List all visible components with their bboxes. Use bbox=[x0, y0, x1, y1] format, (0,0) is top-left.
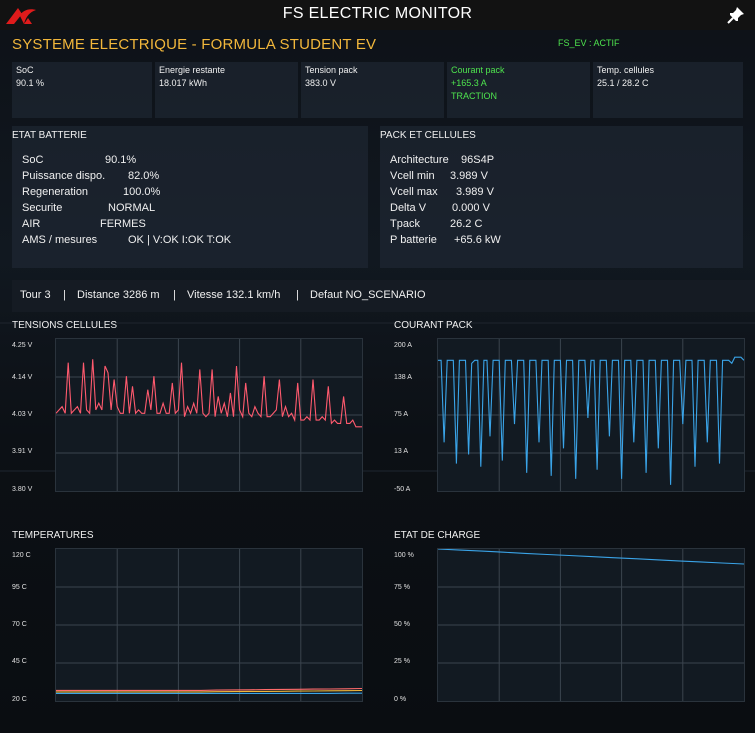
series-line-0 bbox=[56, 359, 362, 428]
metric-pack-current: Courant pack +165.3 A TRACTION bbox=[447, 62, 590, 118]
metric-label: Energie restante bbox=[159, 65, 226, 75]
y-tick: 13 A bbox=[394, 448, 409, 455]
chart-svg bbox=[438, 339, 744, 491]
metric-value: 383.0 V bbox=[305, 78, 337, 88]
temperatures-chart bbox=[55, 548, 363, 702]
metric-label: Temp. cellules bbox=[597, 65, 655, 75]
chart-svg bbox=[56, 549, 362, 701]
y-tick: 95 C bbox=[12, 584, 27, 591]
y-tick: 3.91 V bbox=[12, 448, 33, 455]
metric-pack-voltage: Tension pack 383.0 V bbox=[301, 62, 444, 118]
y-tick: 4.25 V bbox=[12, 342, 33, 349]
metric-cell-temp: Temp. cellules 25.1 / 28.2 C bbox=[593, 62, 743, 118]
chart-title-cell-voltage: TENSIONS CELLULES bbox=[12, 320, 118, 331]
battery-value: 82.0% bbox=[128, 170, 160, 182]
panel-title: PACK ET CELLULES bbox=[380, 130, 476, 141]
separator: | bbox=[296, 289, 299, 301]
panel-title: ETAT BATTERIE bbox=[12, 130, 87, 141]
battery-label: AMS / mesures bbox=[22, 234, 98, 246]
pack-label: Tpack bbox=[390, 218, 420, 230]
y-tick: 0 % bbox=[394, 696, 407, 703]
pack-label: Delta V bbox=[390, 202, 427, 214]
window-title: FS ELECTRIC MONITOR bbox=[282, 5, 473, 22]
lap-number: Tour 3 bbox=[20, 289, 51, 301]
pack-value: 96S4P bbox=[461, 154, 495, 166]
pack-label: Architecture bbox=[390, 154, 449, 166]
metric-value: 25.1 / 28.2 C bbox=[597, 78, 649, 88]
battery-value: 90.1% bbox=[105, 154, 137, 166]
lap-info-bar: Tour 3 | Distance 3286 m | Vitesse 132.1… bbox=[12, 280, 755, 312]
y-tick: 138 A bbox=[394, 374, 412, 381]
metric-label: Tension pack bbox=[305, 65, 358, 75]
battery-label: Securite bbox=[22, 202, 63, 214]
title-bar: FS ELECTRIC MONITOR bbox=[0, 0, 755, 30]
y-tick: -50 A bbox=[394, 486, 411, 493]
pack-panel: PACK ET CELLULES Architecture 96S4P Vcel… bbox=[380, 126, 743, 268]
state-of-charge-chart bbox=[437, 548, 745, 702]
chart-title-temperatures: TEMPERATURES bbox=[12, 530, 94, 541]
pack-label: P batterie bbox=[390, 234, 437, 246]
pack-value: 3.989 V bbox=[450, 170, 488, 182]
chart-svg bbox=[438, 549, 744, 701]
pack-current-chart bbox=[437, 338, 745, 492]
battery-panel: ETAT BATTERIE SoC 90.1% Puissance dispo.… bbox=[12, 126, 368, 268]
metric-label: SoC bbox=[16, 65, 34, 75]
metric-value: 90.1 % bbox=[16, 78, 45, 88]
y-tick: 120 C bbox=[12, 552, 31, 559]
pin-icon[interactable] bbox=[726, 5, 746, 25]
metric-soc: SoC 90.1 % bbox=[12, 62, 152, 118]
pack-label: Vcell min bbox=[390, 170, 435, 182]
distance: Distance 3286 m bbox=[77, 289, 160, 301]
separator: | bbox=[63, 289, 66, 301]
pack-value: +65.6 kW bbox=[454, 234, 501, 246]
chart-title-pack-current: COURANT PACK bbox=[394, 320, 473, 331]
metric-energy: Energie restante 18.017 kWh bbox=[155, 62, 298, 118]
y-tick: 20 C bbox=[12, 696, 27, 703]
pack-value: 0.000 V bbox=[452, 202, 490, 214]
series-line-1 bbox=[56, 689, 362, 693]
battery-label: AIR bbox=[22, 218, 41, 230]
speed: Vitesse 132.1 km/h bbox=[187, 289, 281, 301]
y-tick: 75 % bbox=[394, 584, 410, 591]
series-line-0 bbox=[438, 549, 744, 565]
chart-title-state-of-charge: ETAT DE CHARGE bbox=[394, 530, 481, 541]
page-title: SYSTEME ELECTRIQUE - FORMULA STUDENT EV bbox=[12, 36, 377, 53]
battery-label: Puissance dispo. bbox=[22, 170, 106, 182]
battery-value: NORMAL bbox=[108, 202, 156, 214]
pack-value: 26.2 C bbox=[450, 218, 483, 230]
system-status: FS_EV : ACTIF bbox=[558, 38, 620, 48]
y-tick: 200 A bbox=[394, 342, 412, 349]
background-band bbox=[0, 322, 755, 324]
y-tick: 45 C bbox=[12, 658, 27, 665]
battery-label: SoC bbox=[22, 154, 44, 166]
y-tick: 3.80 V bbox=[12, 486, 33, 493]
series-line-0 bbox=[438, 356, 744, 485]
fault-status: Defaut NO_SCENARIO bbox=[310, 289, 426, 301]
red-logo-icon bbox=[6, 8, 36, 24]
y-tick: 50 % bbox=[394, 621, 410, 628]
metric-sub: TRACTION bbox=[451, 91, 497, 101]
y-tick: 100 % bbox=[394, 552, 414, 559]
separator: | bbox=[173, 289, 176, 301]
battery-value: 100.0% bbox=[123, 186, 161, 198]
chart-svg bbox=[56, 339, 362, 491]
battery-value: OK | V:OK I:OK T:OK bbox=[128, 234, 232, 246]
y-tick: 75 A bbox=[394, 411, 409, 418]
y-tick: 4.03 V bbox=[12, 411, 33, 418]
pack-value: 3.989 V bbox=[456, 186, 494, 198]
battery-value: FERMES bbox=[100, 218, 146, 230]
series-line-0 bbox=[56, 687, 362, 691]
background-band bbox=[0, 470, 755, 472]
y-tick: 70 C bbox=[12, 621, 27, 628]
cell-voltage-chart bbox=[55, 338, 363, 492]
pack-label: Vcell max bbox=[390, 186, 438, 198]
y-tick: 25 % bbox=[394, 658, 410, 665]
metric-label: Courant pack bbox=[451, 65, 505, 75]
metric-value: 18.017 kWh bbox=[159, 78, 208, 88]
metric-value: +165.3 A bbox=[451, 78, 487, 88]
y-tick: 4.14 V bbox=[12, 374, 33, 381]
battery-label: Regeneration bbox=[22, 186, 89, 198]
